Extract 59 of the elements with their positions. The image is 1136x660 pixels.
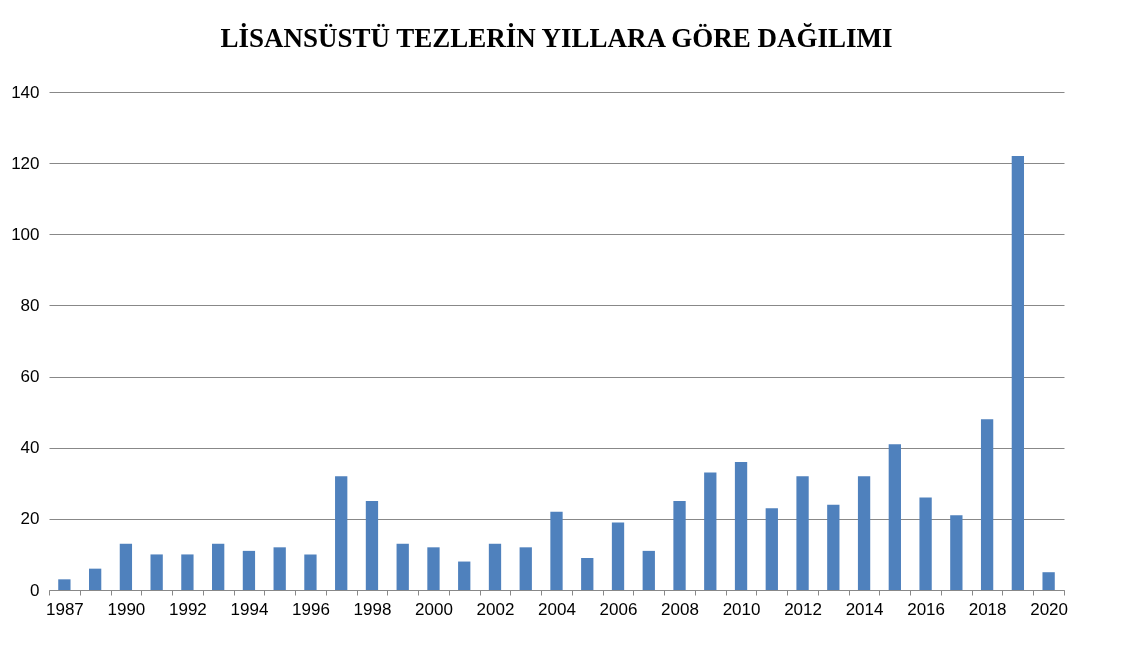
bar: [273, 547, 286, 590]
bar: [304, 554, 317, 590]
bar: [919, 497, 932, 590]
bar: [119, 543, 133, 590]
x-tick-label: 2016: [907, 599, 945, 619]
y-tick-label: 40: [20, 438, 40, 458]
bar: [857, 476, 871, 590]
x-tick-label: 1996: [292, 599, 330, 619]
bar: [181, 554, 194, 590]
y-tick-label: 60: [20, 367, 40, 387]
bar: [734, 461, 748, 590]
x-tick-label: 2000: [415, 599, 453, 619]
x-tick-label: 2018: [968, 599, 1007, 619]
x-tick-label: 2014: [845, 599, 884, 619]
x-tick-label: 2006: [599, 599, 638, 619]
bar: [335, 476, 348, 590]
bar: [950, 515, 963, 590]
x-tick-label: 1992: [169, 599, 207, 619]
bar: [980, 419, 994, 590]
x-tick-label: 2010: [722, 599, 761, 619]
bar: [150, 554, 163, 590]
x-tick-label: 1998: [353, 599, 392, 619]
bar: [888, 444, 901, 590]
bar: [642, 550, 655, 590]
y-tick-label: 80: [20, 295, 40, 315]
chart-title: LİSANSÜSTÜ TEZLERİN YILLARA GÖRE DAĞILIMI: [220, 23, 893, 53]
x-tick-label: 1994: [230, 599, 269, 619]
bar: [550, 511, 563, 590]
x-tick-label: 2012: [784, 599, 822, 619]
x-tick-label: 2004: [538, 599, 576, 619]
y-tick-label: 0: [30, 580, 40, 600]
y-tick-label: 140: [11, 82, 40, 102]
bar: [365, 501, 379, 590]
bar: [458, 561, 471, 590]
bar: [88, 568, 102, 590]
y-tick-label: 100: [11, 224, 40, 244]
x-tick-label: 2020: [1030, 599, 1069, 619]
bar: [1011, 156, 1025, 590]
bar: [427, 547, 440, 590]
y-tick-label: 120: [11, 153, 40, 173]
bar: [611, 522, 625, 590]
bar: [796, 476, 809, 590]
bar: [704, 472, 717, 590]
x-tick-label: 2002: [476, 599, 515, 619]
x-tick-label: 1990: [107, 599, 146, 619]
bar: [396, 543, 409, 590]
bar: [1042, 572, 1055, 590]
bar: [488, 543, 502, 590]
bar: [242, 550, 256, 590]
y-tick-label: 20: [20, 509, 40, 529]
bar: [765, 508, 778, 590]
bar: [673, 501, 686, 590]
x-tick-label: 2008: [661, 599, 699, 619]
bar: [58, 579, 71, 590]
bar: [581, 557, 594, 590]
x-tick-label: 1987: [45, 599, 84, 619]
bar: [827, 504, 840, 590]
bar: [519, 547, 532, 590]
bar: [212, 543, 225, 590]
